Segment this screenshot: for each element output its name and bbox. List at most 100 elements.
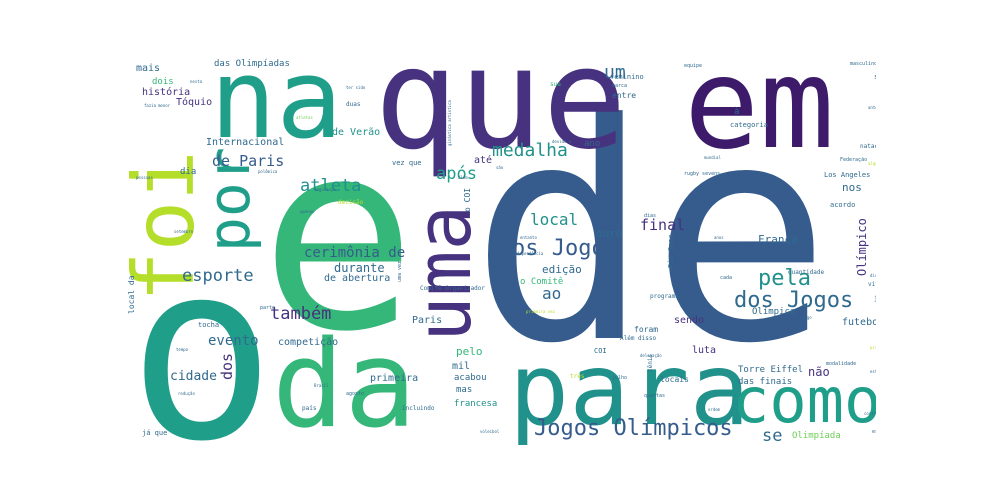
word-estadunidense: estadunidense — [870, 369, 876, 374]
word-final: final — [640, 216, 686, 234]
word-tres: três — [570, 373, 585, 380]
word-como: como — [732, 364, 876, 437]
word-dos-jogos: dos Jogos — [734, 288, 854, 313]
word-dois: dois — [152, 77, 174, 87]
word-de-verao: de Verão — [332, 127, 381, 138]
word-incluindo: incluindo — [402, 405, 435, 412]
word-reducao: redução — [178, 391, 195, 396]
word-francesa: francesa — [454, 399, 498, 409]
word-esporte: esporte — [182, 266, 254, 286]
word-entre: entre — [612, 91, 637, 100]
word-pelo: pelo — [456, 345, 483, 358]
word-o-coi: o COI — [463, 187, 472, 212]
word-da: da — [272, 316, 417, 450]
word-alem: além — [458, 175, 468, 180]
word-disputa: disputa — [870, 273, 876, 278]
word-los-angeles: Los Angeles — [824, 171, 871, 179]
word-medalha: medalha — [492, 140, 568, 161]
word-ja-que: já que — [142, 429, 168, 437]
word-sua: sua — [550, 81, 561, 88]
word-jogo: jogo — [802, 315, 812, 320]
word-ano: ano — [584, 139, 601, 149]
word-masculino: masculino — [850, 61, 876, 67]
word-luta: luta — [692, 345, 717, 356]
word-programa: programa — [650, 293, 679, 300]
word-nesta: nesta — [190, 79, 203, 84]
word-olimpico: Olímpico — [855, 218, 869, 276]
word-estao: estão — [872, 429, 876, 435]
word-voleibol: voleibol — [480, 429, 500, 434]
word-devido: devido a — [552, 139, 572, 144]
word-nos: nos — [842, 181, 862, 194]
word-entanto: entanto — [520, 235, 537, 240]
word-de-abertura: de abertura — [324, 273, 391, 284]
word-coi: COI — [594, 347, 607, 355]
word-torre-eiffel: Torre Eiffel — [738, 365, 804, 375]
word-durante: durante — [334, 261, 385, 275]
word-antes: antes — [868, 105, 876, 110]
word-equipe: equipe — [684, 63, 703, 69]
word-alem-disso: Além disso — [620, 335, 657, 342]
word-pela: pela — [758, 266, 811, 291]
word-dos: dos — [218, 352, 236, 380]
word-comite-organizador: Comitê Organizador — [420, 285, 486, 292]
word-natacao: natação — [860, 143, 876, 150]
word-vez-que: vez que — [392, 159, 422, 167]
word-locais: locais — [660, 375, 689, 384]
word-foram: foram — [634, 325, 659, 334]
word-um: um — [604, 62, 626, 83]
word-toquio: Tóquio — [176, 97, 213, 108]
word-edicao: edição — [542, 263, 582, 276]
word-se: se — [762, 426, 783, 446]
word-na: na — [210, 50, 343, 163]
word-seu: seu — [874, 74, 876, 81]
word-de-paris: de Paris — [212, 152, 285, 170]
word-tempo: tempo — [176, 347, 189, 352]
word-ginastica-artistica: ginástica artística — [447, 100, 452, 146]
word-sendo: sendo — [674, 315, 705, 326]
word-franca: França — [758, 233, 798, 246]
word-setembro: setembro — [174, 229, 194, 234]
word-das-olimpiadas: das Olimpíadas — [214, 59, 290, 69]
word-ser-sido: ter sido — [346, 85, 366, 90]
word-pessoas: pessoas — [136, 175, 153, 180]
word-categoria: categoria — [730, 121, 768, 129]
word-cerimonia-de: cerimônia de — [304, 245, 406, 261]
word-ate: até — [474, 155, 493, 166]
word-que: que — [374, 50, 627, 181]
word-contra: contra — [864, 411, 876, 416]
word-uma-vez: uma vez — [397, 260, 403, 282]
word-modalidade: modalidade — [826, 361, 857, 367]
word-ao: ao — [542, 284, 562, 303]
word-cloud: de e o que em na da para como foi uma po… — [124, 50, 876, 450]
word-competicao: competição — [278, 337, 339, 348]
word-mil: mil — [452, 361, 471, 372]
word-local: local — [530, 210, 579, 229]
word-decisao: decisão — [338, 199, 364, 206]
word-anos: anos — [714, 235, 724, 240]
word-o: o — [128, 210, 276, 450]
word-os-jogos: os Jogos — [512, 236, 618, 261]
word-vitoria: vitória — [868, 281, 876, 288]
word-paris: Paris — [412, 315, 443, 326]
word-fazia: fazia — [144, 103, 157, 108]
word-sao: são — [496, 165, 504, 170]
word-brasil: Brasil — [314, 383, 329, 388]
word-rio-sena: Rio Sena — [667, 234, 675, 268]
word-acabou: acabou — [454, 373, 487, 383]
word-duas: duas — [346, 101, 361, 108]
word-de: de — [470, 60, 832, 409]
word-polemica: polêmica — [258, 169, 278, 174]
word-historia: história — [142, 87, 191, 98]
word-a-crase: à — [734, 107, 740, 117]
word-rugby-sevens: rugby sevens — [684, 171, 721, 177]
word-apenas: apenas — [300, 209, 315, 214]
word-quartas: quartas — [644, 393, 666, 399]
word-feminino: feminino — [610, 73, 644, 81]
word-delegacao: delegação — [640, 353, 662, 358]
word-dia: dia — [180, 167, 197, 177]
word-ordem: ordem — [708, 407, 721, 412]
word-quantidade: quantidade — [788, 269, 825, 276]
word-cada: cada — [720, 275, 733, 281]
word-primeira-vez: primeira vez — [526, 309, 555, 314]
